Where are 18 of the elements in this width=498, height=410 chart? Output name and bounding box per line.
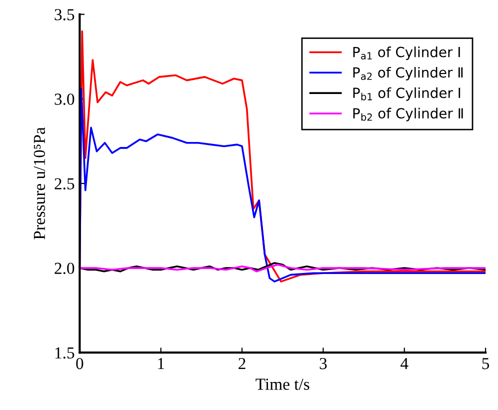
x-tick-label: 3: [320, 358, 327, 370]
legend-label: P$_{a2}$ of Cylinder Ⅱ: [353, 66, 463, 80]
legend-label: P$_{a1}$ of Cylinder Ⅰ: [353, 46, 460, 60]
line-series: [80, 88, 486, 282]
y-tick-label: 3.5: [54, 9, 74, 20]
legend-label: P$_{b1}$ of Cylinder Ⅰ: [353, 87, 460, 101]
x-tick-label: 2: [238, 358, 246, 370]
x-tick-label: 5: [482, 358, 490, 370]
x-tick-label: 4: [400, 358, 408, 370]
legend-label: P$_{b2}$ of Cylinder Ⅱ: [353, 108, 463, 122]
y-tick-label: 2.5: [54, 178, 74, 190]
y-tick-label: 1.5: [55, 347, 74, 359]
x-tick-label: 0: [76, 358, 84, 370]
y-axis-title: Pressure u/10⁵Pa: [34, 127, 46, 240]
y-tick-label: 3.0: [54, 94, 74, 105]
x-axis-title: Time t/s: [256, 378, 310, 390]
x-tick-label: 1: [158, 358, 164, 370]
y-tick-label: 2.0: [54, 262, 74, 274]
